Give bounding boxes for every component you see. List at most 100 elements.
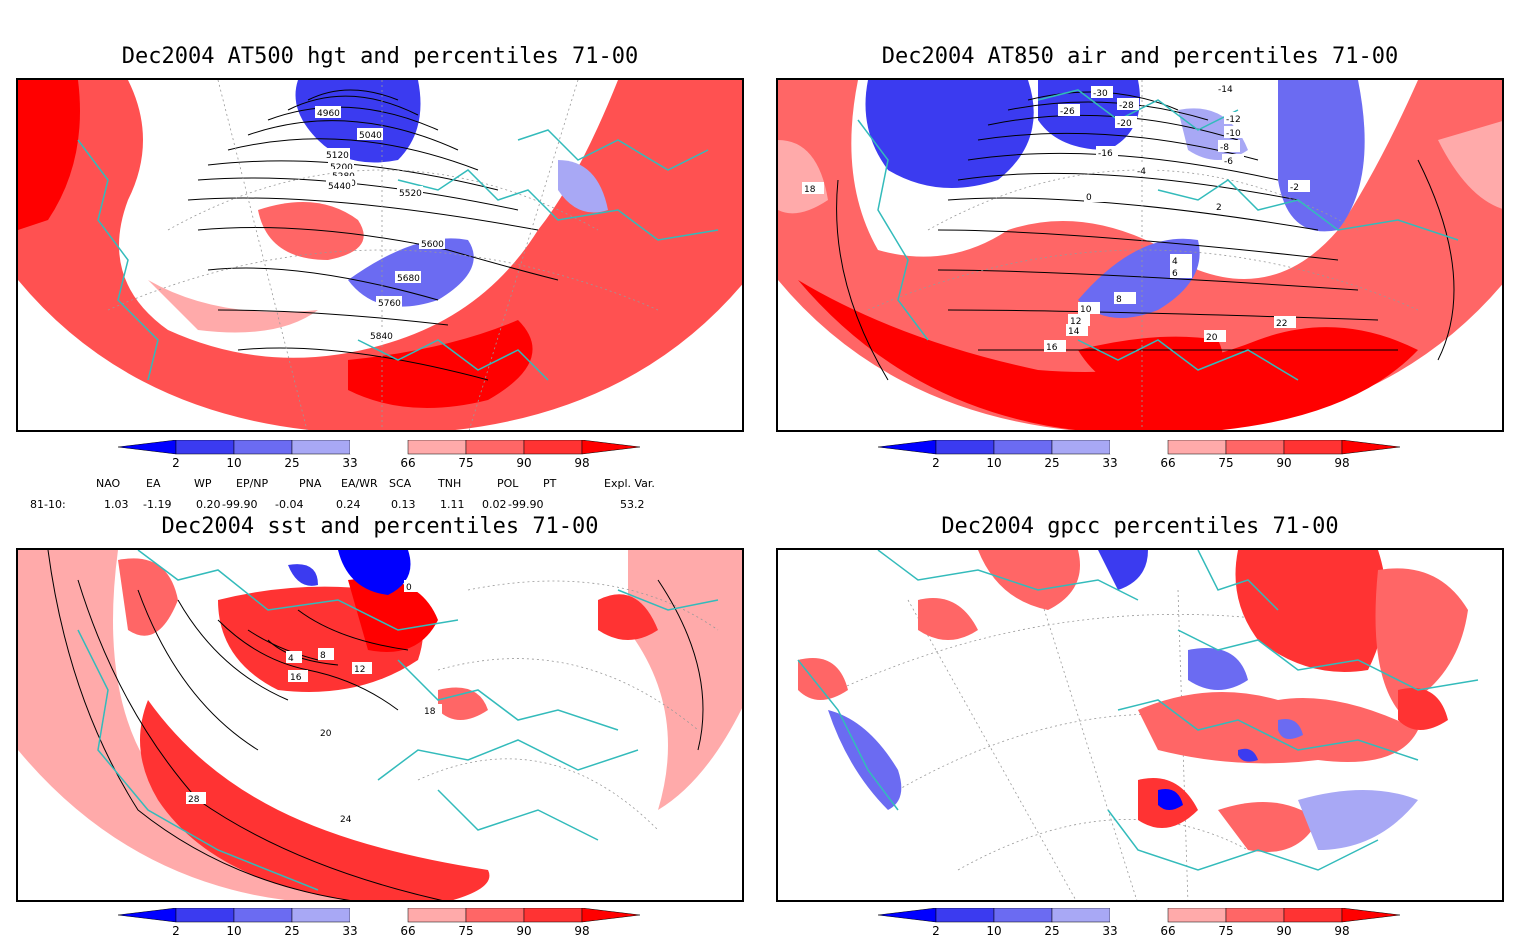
svg-text:18: 18 [804,185,816,195]
tick: 66 [400,924,416,938]
svg-text:5040: 5040 [359,131,382,141]
svg-text:-2: -2 [1290,183,1299,193]
index-row-label: 81-10: [30,498,66,511]
index-header: EA [146,477,161,490]
index-value: 0.13 [391,498,416,511]
svg-text:12: 12 [354,665,365,675]
svg-text:5760: 5760 [378,299,401,309]
svg-text:-4: -4 [1137,167,1146,177]
svg-text:5440: 5440 [328,182,351,192]
tick: 75 [1218,456,1234,470]
tick: 33 [342,456,358,470]
svg-text:5600: 5600 [421,240,444,250]
panel2-map: -30 -28 -26 -20 -16 -14 -12 -10 -8 -6 -4… [776,78,1504,432]
svg-text:8: 8 [1116,295,1122,305]
index-value: -0.04 [275,498,304,511]
index-value: -99.90 [222,498,258,511]
index-value: 53.2 [620,498,645,511]
svg-text:-16: -16 [1098,149,1113,159]
svg-text:5520: 5520 [399,189,422,199]
colorbar-panel1: 2 10 25 33 66 75 90 98 [118,440,648,474]
svg-text:-26: -26 [1060,107,1075,117]
below-normal-shading [295,80,421,163]
svg-text:20: 20 [1206,333,1218,343]
svg-text:-12: -12 [1226,115,1241,125]
panel4-map [776,548,1504,902]
svg-text:12: 12 [1070,317,1081,327]
tick: 90 [516,924,532,938]
panel4-title: Dec2004 gpcc percentiles 71-00 [941,514,1339,539]
index-value: 1.03 [104,498,129,511]
svg-text:5840: 5840 [370,332,393,342]
index-value: 0.02 [482,498,507,511]
colorbar-panel4: 2 10 25 33 66 75 90 98 [878,908,1408,942]
tick: 10 [226,456,242,470]
tick: 25 [1044,924,1060,938]
tick: 10 [986,456,1002,470]
tick: 66 [1160,924,1176,938]
index-header: SCA [389,477,412,490]
index-header: POL [497,477,519,490]
svg-text:-10: -10 [1226,129,1241,139]
svg-text:-30: -30 [1093,89,1108,99]
tick: 66 [400,456,416,470]
svg-text:-14: -14 [1218,85,1233,95]
svg-text:24: 24 [340,815,352,825]
svg-text:-28: -28 [1119,101,1134,111]
tick: 2 [172,456,180,470]
svg-text:22: 22 [1276,319,1287,329]
tick: 2 [932,924,940,938]
svg-text:16: 16 [290,673,302,683]
svg-text:0: 0 [1086,193,1092,203]
colorbar-panel3: 2 10 25 33 66 75 90 98 [118,908,648,942]
tick: 98 [574,924,590,938]
svg-text:0: 0 [406,583,412,593]
colorbar-arrow-high [581,440,641,455]
svg-text:18: 18 [424,707,436,717]
panel3-map: 0 4 8 12 16 18 20 24 28 [16,548,744,902]
index-header: PNA [299,477,322,490]
panel1-map: 4960 5040 5120 5200 5280 5360 5440 5520 … [16,78,744,432]
tick: 75 [458,924,474,938]
svg-text:16: 16 [1046,343,1058,353]
colorbar-panel2: 2 10 25 33 66 75 90 98 [878,440,1408,474]
svg-text:14: 14 [1068,327,1080,337]
panel2-title: Dec2004 AT850 air and percentiles 71-00 [881,44,1399,69]
svg-text:-20: -20 [1117,119,1132,129]
coastline [77,139,159,381]
svg-text:4: 4 [288,654,294,664]
svg-text:-8: -8 [1220,143,1229,153]
svg-text:8: 8 [320,651,326,661]
tick: 90 [516,456,532,470]
tick: 98 [1334,924,1350,938]
tick: 90 [1276,456,1292,470]
tick: 25 [284,456,300,470]
index-value: 0.24 [336,498,361,511]
index-value: -99.90 [508,498,544,511]
tick: 25 [284,924,300,938]
svg-text:2: 2 [1216,203,1222,213]
panel3-title: Dec2004 sst and percentiles 71-00 [161,514,599,539]
index-header: NAO [96,477,121,490]
svg-text:4: 4 [1172,257,1178,267]
index-value: -1.19 [143,498,172,511]
index-header: WP [194,477,212,490]
tick: 98 [574,456,590,470]
svg-text:5120: 5120 [326,151,349,161]
tick: 10 [986,924,1002,938]
svg-text:10: 10 [1080,305,1092,315]
index-header: TNH [438,477,462,490]
tick: 33 [1102,456,1118,470]
colorbar-arrow-low [118,440,177,455]
tick: 90 [1276,924,1292,938]
tick: 33 [342,924,358,938]
tick: 10 [226,924,242,938]
index-value: 0.20 [196,498,221,511]
index-header: Expl. Var. [604,477,655,490]
svg-text:-6: -6 [1224,157,1233,167]
index-header: EA/WR [341,477,378,490]
index-value: 1.11 [440,498,465,511]
svg-text:4960: 4960 [317,109,340,119]
tick: 2 [172,924,180,938]
tick: 25 [1044,456,1060,470]
